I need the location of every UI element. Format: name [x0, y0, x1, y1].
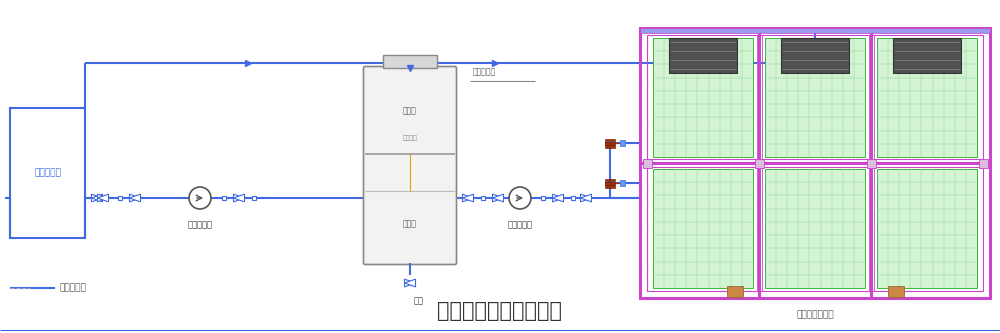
Bar — [979, 159, 988, 167]
Polygon shape — [404, 279, 416, 287]
Polygon shape — [91, 194, 103, 202]
Polygon shape — [492, 194, 503, 202]
Bar — [252, 196, 256, 200]
Bar — [765, 169, 865, 288]
Text: 储水器: 储水器 — [403, 107, 417, 116]
Bar — [222, 196, 226, 200]
Text: 风冷式冷冻机組: 风冷式冷冻机組 — [796, 310, 834, 319]
Bar — [605, 142, 615, 145]
Bar — [605, 178, 615, 181]
Bar — [605, 185, 615, 188]
Bar — [640, 28, 990, 298]
Polygon shape — [553, 194, 564, 202]
Text: 风冷机组水系统流程图: 风冷机组水系统流程图 — [438, 301, 562, 321]
Bar — [653, 169, 753, 288]
Bar — [640, 28, 990, 33]
Bar — [620, 180, 625, 186]
Polygon shape — [462, 194, 474, 202]
Text: 低温冷冻水: 低温冷冻水 — [60, 283, 87, 292]
Bar — [10, 108, 85, 238]
Bar — [669, 38, 737, 73]
Bar — [383, 55, 437, 68]
Polygon shape — [130, 194, 140, 202]
Bar — [647, 35, 983, 291]
Bar — [642, 159, 652, 167]
Circle shape — [189, 187, 211, 209]
Bar — [877, 169, 977, 288]
Bar — [620, 140, 625, 146]
Polygon shape — [404, 279, 416, 287]
Bar — [866, 159, 876, 167]
Text: 冷储罐: 冷储罐 — [403, 219, 417, 228]
Polygon shape — [462, 194, 474, 202]
Bar — [726, 285, 742, 296]
Polygon shape — [130, 194, 140, 202]
Bar — [481, 196, 485, 200]
Text: 外循环水泵: 外循环水泵 — [188, 220, 212, 229]
Polygon shape — [98, 194, 109, 202]
Polygon shape — [234, 194, 245, 202]
Polygon shape — [580, 194, 592, 202]
Bar — [888, 285, 904, 296]
Text: 需降温设备: 需降温设备 — [34, 168, 61, 177]
Bar — [605, 182, 615, 185]
Polygon shape — [91, 194, 103, 202]
Bar — [653, 38, 753, 157]
Bar — [765, 38, 865, 157]
Bar — [118, 196, 122, 200]
Polygon shape — [553, 194, 564, 202]
Bar — [755, 159, 764, 167]
Polygon shape — [98, 194, 109, 202]
Polygon shape — [492, 194, 503, 202]
Bar — [541, 196, 545, 200]
FancyBboxPatch shape — [364, 67, 457, 264]
Bar — [781, 38, 849, 73]
Text: 内循环水泵: 内循环水泵 — [508, 220, 532, 229]
Text: 自来水补水: 自来水补水 — [473, 67, 496, 76]
Bar — [877, 38, 977, 157]
Bar — [571, 196, 575, 200]
Text: 排水: 排水 — [414, 296, 424, 305]
Polygon shape — [234, 194, 245, 202]
Circle shape — [509, 187, 531, 209]
Polygon shape — [580, 194, 592, 202]
Bar — [605, 145, 615, 148]
Bar — [605, 139, 615, 142]
Bar — [893, 38, 961, 73]
Text: 液面控制: 液面控制 — [402, 136, 418, 141]
